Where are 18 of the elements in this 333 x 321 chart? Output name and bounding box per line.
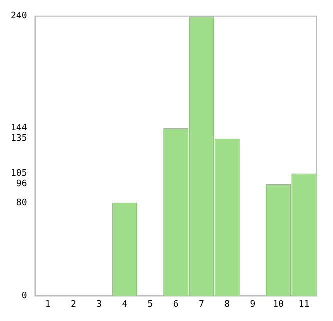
y-tick-label: 96: [16, 180, 28, 190]
y-tick-label: 144: [10, 124, 28, 134]
x-tick-label: 4: [122, 300, 128, 310]
x-tick-label: 6: [173, 300, 179, 310]
y-tick-label: 105: [10, 169, 28, 180]
x-tick-label: 1: [45, 300, 51, 310]
x-tick-label: 8: [224, 300, 230, 310]
x-tick-label: 11: [298, 300, 310, 310]
x-tick-label: 3: [96, 300, 102, 310]
y-tick-label: 135: [10, 134, 28, 144]
y-tick-label: 240: [10, 12, 28, 22]
x-tick-label: 10: [273, 300, 284, 310]
y-tick-label: 80: [16, 198, 28, 208]
x-tick-label: 2: [70, 300, 76, 310]
y-tick-label: 0: [22, 292, 28, 302]
x-tick-label: 9: [250, 300, 256, 310]
x-tick-label: 5: [148, 300, 154, 310]
x-tick-label: 7: [199, 300, 204, 310]
